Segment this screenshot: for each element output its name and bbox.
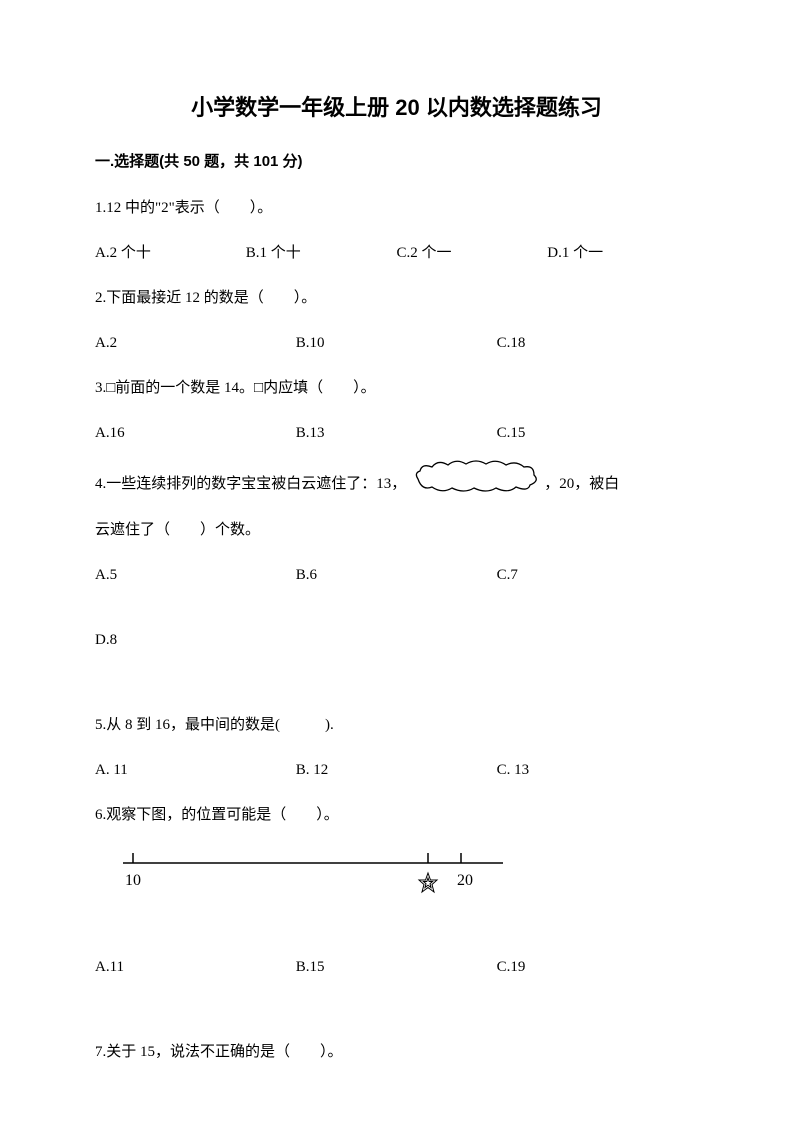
q3-opt-c: C.15 <box>497 414 698 453</box>
q1-opt-d: D.1 个一 <box>547 234 698 273</box>
q4-opt-b: B.6 <box>296 556 497 595</box>
q1-text: 1.12 中的"2"表示（ ）。 <box>95 189 698 228</box>
q4-options-abc: A.5 B.6 C.7 <box>95 556 698 595</box>
q4-opt-c: C.7 <box>497 556 698 595</box>
number-line-diagram: 10 20 <box>113 845 698 910</box>
q6-opt-c: C.19 <box>497 948 698 987</box>
q4-opt-d: D.8 <box>95 621 698 660</box>
q5-options: A. 11 B. 12 C. 13 <box>95 751 698 790</box>
q4-opt-a: A.5 <box>95 556 296 595</box>
page-title: 小学数学一年级上册 20 以内数选择题练习 <box>95 90 698 122</box>
q1-opt-a: A.2 个十 <box>95 234 246 273</box>
q2-opt-b: B.10 <box>296 324 497 363</box>
q6-options: A.11 B.15 C.19 <box>95 948 698 987</box>
q5-text: 5.从 8 到 16，最中间的数是( ). <box>95 706 698 745</box>
numberline-label-20: 20 <box>457 872 473 889</box>
q1-options: A.2 个十 B.1 个十 C.2 个一 D.1 个一 <box>95 234 698 273</box>
q6-text: 6.观察下图，的位置可能是（ ）。 <box>95 796 698 835</box>
q1-opt-c: C.2 个一 <box>397 234 548 273</box>
q2-text: 2.下面最接近 12 的数是（ ）。 <box>95 279 698 318</box>
q4-line1: 4.一些连续排列的数字宝宝被白云遮住了：13， ，20，被白 <box>95 459 698 509</box>
cloud-icon <box>410 459 540 509</box>
q1-opt-b: B.1 个十 <box>246 234 397 273</box>
star-icon <box>419 873 437 892</box>
q2-options: A.2 B.10 C.18 <box>95 324 698 363</box>
q7-text: 7.关于 15，说法不正确的是（ ）。 <box>95 1033 698 1072</box>
q4-post: ，20，被白 <box>544 465 619 504</box>
q3-opt-a: A.16 <box>95 414 296 453</box>
numberline-label-10: 10 <box>125 872 141 889</box>
q5-opt-c: C. 13 <box>497 751 698 790</box>
q6-opt-a: A.11 <box>95 948 296 987</box>
q4-line2: 云遮住了（ ）个数。 <box>95 511 698 550</box>
q3-text: 3.□前面的一个数是 14。□内应填（ ）。 <box>95 369 698 408</box>
q3-opt-b: B.13 <box>296 414 497 453</box>
q3-options: A.16 B.13 C.15 <box>95 414 698 453</box>
section-header: 一.选择题(共 50 题，共 101 分) <box>95 150 698 171</box>
q4-pre: 4.一些连续排列的数字宝宝被白云遮住了：13， <box>95 465 406 504</box>
q6-opt-b: B.15 <box>296 948 497 987</box>
q2-opt-c: C.18 <box>497 324 698 363</box>
q5-opt-b: B. 12 <box>296 751 497 790</box>
q2-opt-a: A.2 <box>95 324 296 363</box>
q5-opt-a: A. 11 <box>95 751 296 790</box>
